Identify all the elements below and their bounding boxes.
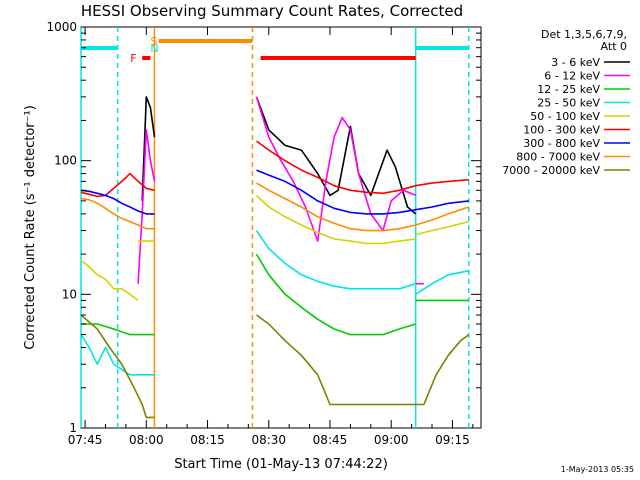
series-line-1-0 [137, 129, 156, 284]
x-tick-label-1: 08:00 [129, 433, 164, 447]
legend-entry-8: 7000 - 20000 keV [502, 164, 600, 177]
series-line-5-0 [80, 172, 155, 198]
legend-entry-5: 100 - 300 keV [523, 124, 600, 137]
x-tick-label-2: 08:15 [190, 433, 225, 447]
series-line-5-1 [256, 140, 469, 195]
series-line-7-0 [80, 197, 155, 230]
series-line-0-1 [255, 96, 417, 215]
series-line-2-0 [81, 323, 155, 336]
x-tick-label-3: 08:30 [251, 433, 286, 447]
series-line-6-0 [80, 189, 155, 215]
flag-label-N: N [150, 42, 158, 55]
legend-header-1: Att 0 [601, 40, 627, 53]
flag-label-F: F [130, 52, 136, 65]
y-axis-label: Corrected Count Rate (s⁻¹ detector⁻¹) [23, 105, 38, 350]
y-tick-label-2: 100 [54, 154, 77, 168]
legend-entry-7: 800 - 7000 keV [516, 151, 600, 164]
legend-entry-2: 12 - 25 keV [537, 83, 600, 96]
flag-label-S: S [150, 35, 157, 48]
chart-title: HESSI Observing Summary Count Rates, Cor… [80, 2, 464, 20]
x-tick-label-6: 09:15 [435, 433, 470, 447]
series-line-4-2 [255, 194, 416, 245]
x-tick-label-0: 07:45 [68, 433, 103, 447]
render-timestamp: 1-May-2013 05:35 [560, 465, 634, 474]
legend-entry-1: 6 - 12 keV [544, 70, 600, 83]
series-line-8-1 [256, 314, 470, 406]
legend-entry-4: 50 - 100 keV [530, 110, 600, 123]
series-line-4-3 [415, 220, 469, 236]
series-line-4-0 [80, 259, 139, 302]
series-line-7-1 [256, 182, 470, 232]
series-line-0-0 [141, 96, 156, 201]
flag-layer: F NS [81, 35, 469, 65]
y-tick-label-1: 10 [62, 287, 77, 301]
x-tick-label-5: 09:00 [374, 433, 409, 447]
legend-entry-0: 3 - 6 keV [551, 56, 600, 69]
series-line-3-2 [415, 270, 469, 295]
legend-header-0: Det 1,3,5,6,7,9, [541, 28, 627, 41]
series-line-1-1 [255, 96, 417, 242]
axis-layer: 07:45 08:00 08:15 08:30 08:45 09:00 09:15 1 10 10… [23, 20, 481, 472]
y-tick-label-0: 1 [69, 421, 77, 435]
legend-entry-3: 25 - 50 keV [537, 97, 600, 110]
series-line-8-0 [80, 314, 155, 419]
legend-entry-6: 300 - 800 keV [523, 137, 600, 150]
y-tick-label-3: 1000 [46, 20, 77, 34]
series-line-3-0 [80, 334, 155, 376]
x-tick-label-4: 08:45 [313, 433, 348, 447]
series-line-2-1 [255, 253, 416, 336]
series-line-3-1 [255, 230, 416, 290]
series-line-6-1 [256, 169, 469, 215]
x-axis-label: Start Time (01-May-13 07:44:22) [174, 457, 388, 472]
series-layer [80, 27, 470, 428]
